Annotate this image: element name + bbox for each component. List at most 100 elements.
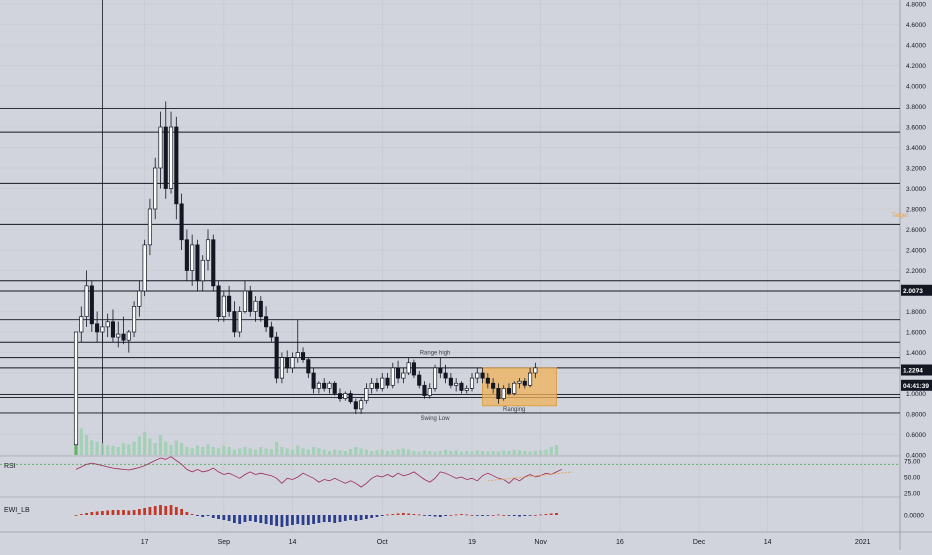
candle-29 bbox=[227, 285, 232, 317]
candle-body-80 bbox=[496, 388, 501, 399]
ewi-bar-29 bbox=[227, 515, 231, 521]
annotation-1: Swing Low bbox=[421, 416, 451, 422]
volume-bar-72 bbox=[454, 450, 458, 455]
time-tick-3: Oct bbox=[377, 539, 388, 546]
volume-bar-4 bbox=[95, 441, 99, 455]
time-tick-9: 2021 bbox=[855, 539, 871, 546]
candles bbox=[73, 101, 538, 446]
rsi-tick-2: 75.00 bbox=[904, 459, 921, 466]
time-axis[interactable]: 17Sep14Oct19Nov16Dec14202118Feb15Mar15Ap… bbox=[141, 539, 932, 546]
candle-12 bbox=[137, 280, 142, 317]
candle-72 bbox=[454, 378, 459, 392]
price-tick-18: 4.0000 bbox=[906, 84, 926, 91]
candle-9 bbox=[121, 316, 126, 345]
candle-39 bbox=[279, 352, 284, 384]
candle-52 bbox=[348, 390, 353, 404]
ewi-bar-86 bbox=[528, 515, 532, 516]
ewi-bar-30 bbox=[233, 515, 236, 523]
volume-bar-79 bbox=[491, 451, 495, 455]
candle-53 bbox=[353, 398, 358, 414]
candle-body-17 bbox=[163, 126, 168, 189]
ewi-bar-32 bbox=[243, 515, 247, 522]
ewi-bar-25 bbox=[206, 515, 210, 516]
volume-bar-23 bbox=[195, 445, 200, 455]
candle-30 bbox=[232, 301, 237, 338]
candle-1 bbox=[79, 306, 84, 343]
ewi-bar-13 bbox=[143, 508, 147, 515]
candle-36 bbox=[264, 306, 269, 332]
candle-24 bbox=[200, 255, 205, 291]
candle-2 bbox=[84, 270, 89, 327]
candle-body-59 bbox=[385, 377, 390, 386]
ewi-bar-5 bbox=[101, 511, 104, 515]
volume-bar-68 bbox=[433, 451, 437, 455]
ewi-bar-67 bbox=[428, 515, 432, 516]
ewi-bar-70 bbox=[444, 515, 447, 516]
volume-bar-24 bbox=[201, 447, 205, 455]
volume-bar-3 bbox=[90, 440, 94, 455]
volume-bar-7 bbox=[111, 445, 115, 455]
price-tick-19: 4.2000 bbox=[906, 63, 926, 70]
ewi-bar-17 bbox=[164, 506, 168, 515]
volume-bar-29 bbox=[227, 447, 231, 455]
candle-83 bbox=[512, 381, 517, 396]
candle-body-49 bbox=[332, 382, 337, 394]
candle-body-45 bbox=[311, 372, 316, 389]
ewi-bar-74 bbox=[465, 514, 469, 516]
ewi-bar-8 bbox=[116, 510, 120, 515]
price-badge-2: 04:41:39 bbox=[903, 383, 929, 390]
volume-bar-30 bbox=[232, 449, 236, 455]
candle-80 bbox=[496, 383, 501, 404]
volume-bar-61 bbox=[396, 449, 400, 455]
ewi-bar-20 bbox=[180, 509, 183, 515]
candle-body-79 bbox=[491, 382, 496, 389]
volume-bar-75 bbox=[470, 451, 474, 455]
ewi-bar-24 bbox=[201, 515, 205, 517]
volume-bar-8 bbox=[116, 447, 120, 455]
ewi-bar-69 bbox=[438, 515, 442, 517]
candle-54 bbox=[359, 397, 364, 414]
candle-75 bbox=[469, 373, 475, 392]
candle-body-83 bbox=[512, 382, 517, 394]
candle-body-31 bbox=[237, 311, 242, 333]
ewi-bar-16 bbox=[159, 505, 162, 515]
candle-body-82 bbox=[506, 388, 512, 394]
candle-86 bbox=[528, 367, 533, 388]
candle-body-30 bbox=[232, 311, 237, 333]
volume-bar-36 bbox=[264, 448, 268, 455]
candle-33 bbox=[248, 285, 253, 317]
volume-bar-46 bbox=[317, 448, 321, 455]
candle-body-81 bbox=[501, 388, 506, 399]
candle-body-25 bbox=[205, 239, 211, 261]
candle-body-55 bbox=[364, 388, 369, 402]
ewi-bar-37 bbox=[269, 515, 273, 525]
volume-bar-88 bbox=[539, 450, 543, 455]
candle-44 bbox=[306, 357, 311, 379]
ewi-bar-40 bbox=[285, 515, 289, 526]
annotation-0: Range high bbox=[420, 351, 451, 357]
candle-body-37 bbox=[269, 326, 274, 338]
ewi-bar-52 bbox=[349, 515, 352, 520]
volume-bar-56 bbox=[370, 451, 374, 455]
ewi-bar-7 bbox=[111, 510, 115, 515]
ewi-bar-49 bbox=[333, 515, 337, 523]
candle-body-43 bbox=[300, 352, 306, 361]
ewi-pane: EWI_LB 0.0000 bbox=[4, 505, 924, 527]
time-tick-2: 14 bbox=[289, 539, 297, 546]
candle-38 bbox=[274, 332, 279, 384]
candle-body-74 bbox=[464, 388, 469, 391]
candle-body-76 bbox=[475, 372, 480, 379]
candle-body-22 bbox=[190, 244, 195, 271]
candle-body-36 bbox=[264, 316, 269, 328]
candle-73 bbox=[459, 381, 464, 394]
ewi-bar-28 bbox=[222, 515, 226, 520]
candle-body-50 bbox=[337, 393, 343, 399]
price-axis[interactable]: 0.40000.60000.80001.00001.20001.40001.60… bbox=[901, 2, 932, 460]
candle-18 bbox=[168, 111, 174, 194]
ewi-bar-51 bbox=[343, 515, 347, 521]
ewi-bar-73 bbox=[460, 514, 463, 515]
volume-bar-78 bbox=[486, 451, 490, 455]
candle-41 bbox=[290, 352, 295, 373]
candle-body-46 bbox=[316, 382, 321, 389]
